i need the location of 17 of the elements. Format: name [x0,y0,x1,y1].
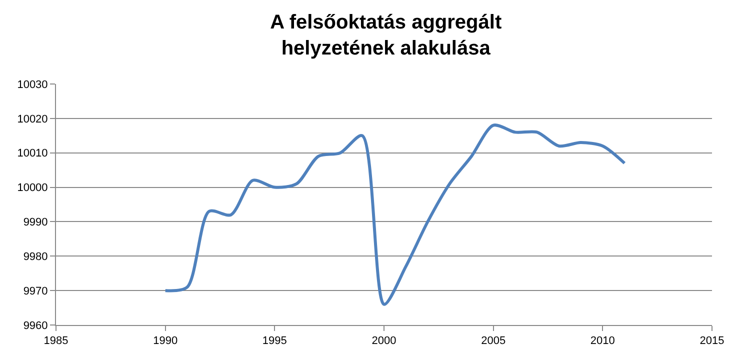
x-tick-label: 2000 [372,335,396,348]
x-tick-label: 2010 [590,335,615,348]
x-tick-label: 1995 [262,335,287,348]
y-tick-label: 9990 [23,216,48,229]
y-tick-label: 10020 [17,113,48,126]
x-tick-label: 1985 [44,335,68,348]
line-series [164,124,626,306]
x-tick-label: 2005 [481,335,506,348]
y-tick-label: 9960 [23,320,48,332]
y-tick-label: 9980 [23,250,48,263]
x-tick-label: 1990 [153,335,178,348]
chart-title: A felsőoktatás aggregált helyzetének alakulása [270,12,502,60]
y-tick-label: 9970 [23,285,48,298]
y-tick-label: 10000 [17,182,48,194]
x-tick-label: 2015 [700,335,724,348]
y-tick-label: 10010 [17,148,48,160]
y-tick-label: 10030 [17,78,48,91]
